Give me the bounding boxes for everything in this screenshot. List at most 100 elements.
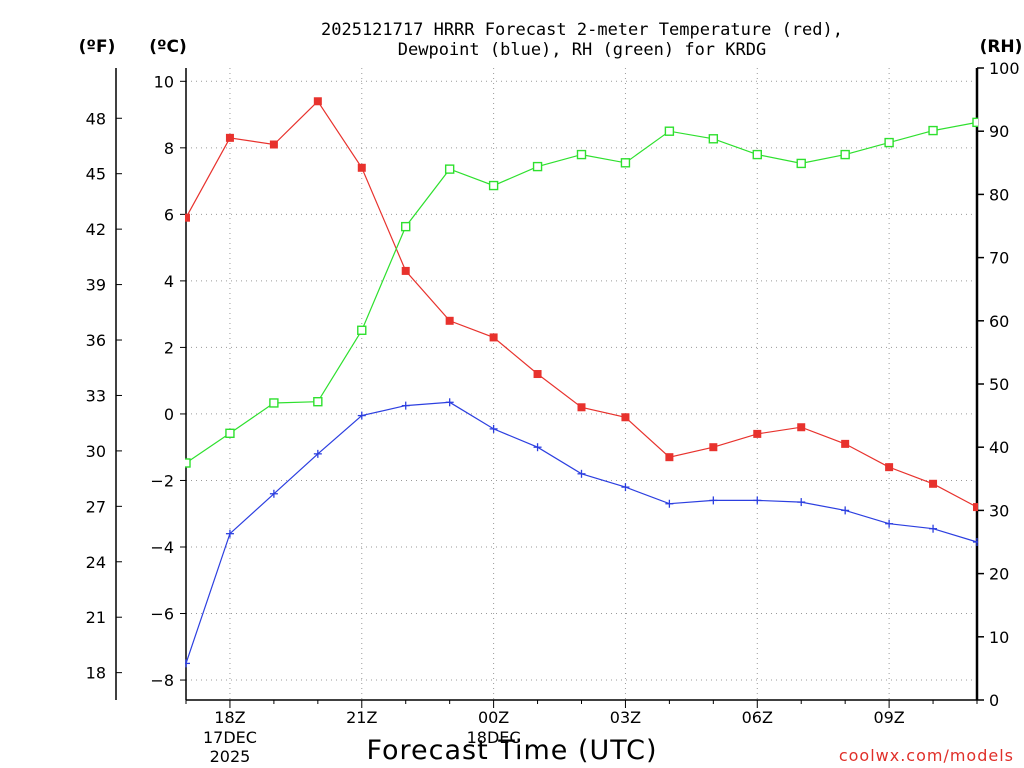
x-tick-label: 03Z: [610, 708, 641, 727]
rh-point: [884, 137, 894, 148]
temperature-point: [185, 213, 190, 222]
rh-tick-label: 0: [989, 691, 999, 710]
rh-tick-label: 90: [989, 122, 1009, 141]
rh-point: [488, 180, 499, 191]
temperature-point: [313, 97, 322, 106]
dewpoint-point: [709, 496, 718, 505]
temperature-point: [753, 429, 762, 438]
x-year-label: 2025: [210, 747, 251, 766]
celsius-tick-label: 4: [164, 272, 174, 291]
credit-text: coolwx.com/models: [839, 746, 1014, 765]
rh-tick-label: 40: [989, 438, 1009, 457]
x-axis-label: Forecast Time (UTC): [366, 735, 657, 766]
dewpoint-point: [533, 443, 542, 452]
axes: [115, 67, 984, 708]
rh-point: [796, 158, 806, 169]
x-tick-label: 06Z: [742, 708, 773, 727]
x-tick-label: 21Z: [346, 708, 377, 727]
fahrenheit-tick-label: 33: [86, 386, 106, 405]
dewpoint-point: [665, 499, 674, 508]
dewpoint-point: [753, 496, 762, 505]
rh-unit-label: (RH): [980, 37, 1023, 57]
fahrenheit-tick-label: 42: [86, 220, 106, 239]
dewpoint-point: [577, 469, 586, 478]
x-tick-label: 18Z: [214, 708, 245, 727]
fahrenheit-tick-label: 36: [86, 331, 106, 350]
rh-point: [664, 126, 675, 136]
fahrenheit-tick-label: 21: [86, 608, 106, 627]
celsius-tick-label: −8: [150, 671, 174, 690]
x-date-label: 17DEC: [203, 728, 257, 747]
rh-point: [401, 221, 411, 232]
fahrenheit-tick-label: 48: [86, 109, 106, 128]
temperature-point: [489, 333, 498, 342]
fahrenheit-unit-label: (ºF): [79, 37, 116, 57]
x-date-label: 18DEC: [467, 728, 521, 747]
dewpoint-point: [445, 398, 454, 407]
data-series: [185, 97, 978, 668]
rh-tick-label: 60: [989, 312, 1009, 331]
temperature-point: [445, 316, 454, 325]
rh-point: [357, 325, 367, 335]
fahrenheit-tick-label: 45: [86, 165, 106, 184]
celsius-tick-label: 2: [164, 338, 174, 357]
temperature-point: [357, 163, 366, 172]
dewpoint-point: [225, 529, 234, 538]
chart-title-line-2: Dewpoint (blue), RH (green) for KRDG: [398, 40, 766, 60]
rh-point: [928, 125, 938, 136]
tick-labels: 1086420−2−4−6−84845423936333027242118100…: [86, 59, 1020, 766]
rh-point: [620, 158, 631, 168]
temperature-series-line: [185, 100, 978, 508]
grid-lines: [186, 68, 977, 700]
temperature-point: [885, 463, 894, 472]
dewpoint-point: [313, 449, 322, 458]
rh-tick-label: 30: [989, 501, 1009, 520]
temperature-point: [269, 140, 278, 149]
celsius-tick-label: −2: [150, 471, 174, 490]
rh-tick-label: 10: [989, 628, 1009, 647]
rh-point: [972, 117, 978, 128]
temperature-point: [709, 443, 718, 452]
dewpoint-point: [929, 524, 938, 533]
chart-title-line-1: 2025121717 HRRR Forecast 2-meter Tempera…: [321, 20, 843, 40]
celsius-tick-label: 8: [164, 139, 174, 158]
celsius-tick-label: 6: [164, 205, 174, 224]
dewpoint-point: [797, 498, 806, 507]
rh-tick-label: 80: [989, 185, 1009, 204]
temperature-point: [533, 370, 542, 379]
fahrenheit-tick-label: 24: [86, 553, 106, 572]
rh-point: [185, 458, 191, 468]
fahrenheit-tick-label: 30: [86, 442, 106, 461]
temperature-point: [841, 439, 850, 448]
x-tick-label: 09Z: [873, 708, 904, 727]
rh-point: [225, 428, 235, 438]
dewpoint-point: [841, 506, 850, 515]
dewpoint-point: [885, 519, 894, 528]
rh-series-line: [185, 121, 978, 464]
rh-point: [708, 134, 719, 144]
temperature-point: [797, 423, 806, 432]
celsius-tick-label: 10: [154, 72, 174, 91]
rh-point: [576, 149, 587, 160]
temperature-point: [973, 503, 978, 512]
rh-point: [840, 149, 850, 160]
celsius-tick-label: −6: [150, 605, 174, 624]
temperature-point: [577, 403, 586, 412]
celsius-tick-label: 0: [164, 405, 174, 424]
fahrenheit-tick-label: 18: [86, 664, 106, 683]
rh-point: [313, 396, 323, 407]
dewpoint-point: [621, 483, 630, 492]
rh-point: [444, 164, 455, 174]
dewpoint-point: [973, 538, 978, 546]
x-tick-label: 00Z: [478, 708, 509, 727]
series-group: [185, 97, 978, 668]
temperature-point: [225, 133, 234, 142]
rh-point: [752, 149, 762, 160]
rh-tick-label: 100: [989, 59, 1020, 78]
dewpoint-series-line: [185, 401, 978, 664]
rh-tick-label: 50: [989, 375, 1009, 394]
rh-point: [269, 398, 279, 408]
rh-tick-label: 70: [989, 249, 1009, 268]
fahrenheit-tick-label: 27: [86, 497, 106, 516]
